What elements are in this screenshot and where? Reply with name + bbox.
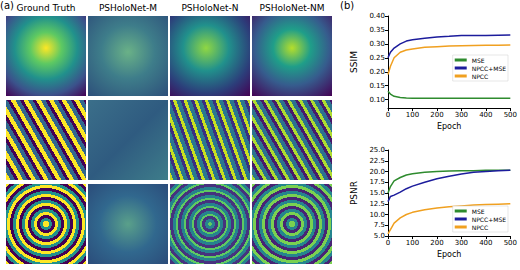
html-text:PSHoloNet-NM: PSHoloNet-NM	[259, 3, 325, 13]
svg-text:200: 200	[430, 239, 443, 247]
svg-text:Epoch: Epoch	[437, 250, 462, 259]
svg-text:20.0: 20.0	[369, 168, 385, 176]
svg-text:12.5: 12.5	[369, 200, 385, 208]
svg-text:500: 500	[504, 111, 517, 119]
svg-text:100: 100	[406, 239, 419, 247]
svg-text:NPCC: NPCC	[472, 224, 489, 231]
svg-text:500: 500	[504, 239, 517, 247]
svg-text:200: 200	[430, 111, 443, 119]
svg-text:0.40: 0.40	[369, 12, 385, 20]
html-text:PSHoloNet-N: PSHoloNet-N	[181, 3, 239, 13]
svg-text:SSIM: SSIM	[349, 51, 359, 73]
svg-text:400: 400	[479, 239, 492, 247]
svg-text:0.10: 0.10	[369, 96, 385, 104]
svg-text:0.20: 0.20	[369, 68, 385, 76]
svg-text:MSE: MSE	[472, 57, 485, 64]
svg-text:PSNR: PSNR	[349, 181, 359, 205]
svg-text:5.0: 5.0	[374, 232, 385, 240]
svg-text:NPCC+MSE: NPCC+MSE	[472, 65, 506, 72]
svg-text:7.5: 7.5	[374, 221, 385, 229]
svg-text:NPCC+MSE: NPCC+MSE	[472, 216, 506, 223]
svg-text:0.35: 0.35	[369, 26, 385, 34]
svg-text:17.5: 17.5	[369, 178, 385, 186]
svg-text:MSE: MSE	[472, 208, 485, 215]
svg-text:22.5: 22.5	[369, 157, 385, 165]
html-text:(a) Ground Truth: (a) Ground Truth	[0, 0, 76, 13]
svg-text:NPCC: NPCC	[472, 73, 489, 80]
svg-text:Epoch: Epoch	[437, 122, 462, 131]
svg-text:100: 100	[406, 111, 419, 119]
svg-text:0.15: 0.15	[369, 82, 385, 90]
html-text:(b): (b)	[340, 0, 355, 11]
svg-text:0.25: 0.25	[369, 54, 385, 62]
svg-text:0.30: 0.30	[369, 40, 385, 48]
svg-text:10.0: 10.0	[369, 211, 385, 219]
svg-text:25.0: 25.0	[369, 146, 385, 154]
svg-text:0: 0	[386, 111, 390, 119]
svg-text:0: 0	[386, 239, 390, 247]
svg-text:300: 300	[455, 111, 468, 119]
svg-text:300: 300	[455, 239, 468, 247]
svg-text:15.0: 15.0	[369, 189, 385, 197]
svg-text:400: 400	[479, 111, 492, 119]
html-text:PSHoloNet-M: PSHoloNet-M	[98, 3, 158, 13]
